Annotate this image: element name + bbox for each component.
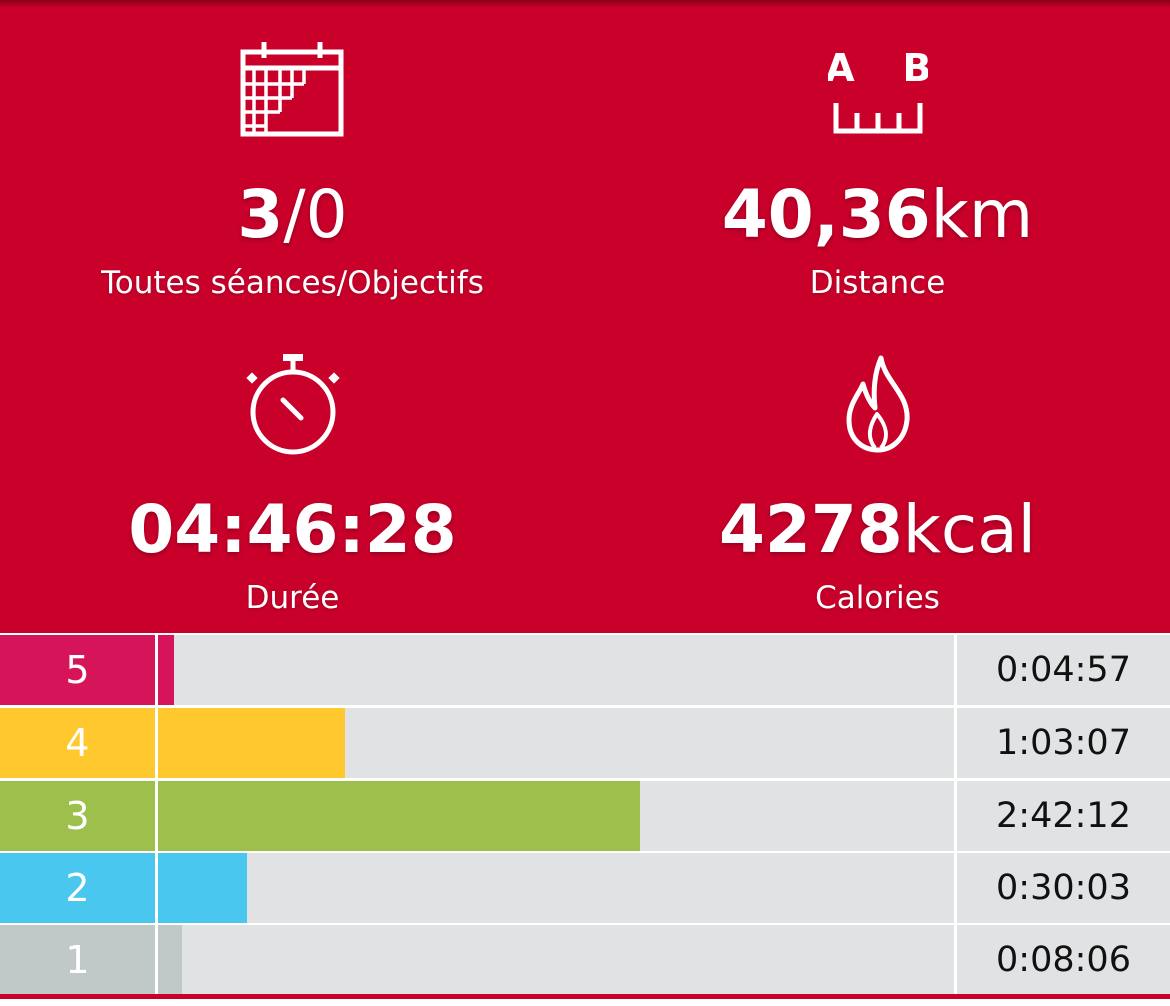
- zone-time: 2:42:12: [957, 781, 1170, 851]
- bottom-accent-line: [0, 994, 1170, 999]
- sessions-count: 3: [237, 176, 284, 253]
- zone-row: 4 1:03:07: [0, 708, 1170, 778]
- zone-bar: [158, 781, 640, 851]
- zone-track: [158, 781, 954, 851]
- distance-unit: km: [930, 176, 1034, 253]
- zone-label: 5: [0, 635, 155, 705]
- zone-time: 0:04:57: [957, 635, 1170, 705]
- summary-panel: 3/0 Toutes séances/Objectifs A B 40,36km…: [0, 0, 1170, 633]
- zone-track: [158, 635, 954, 705]
- calories-label: Calories: [815, 580, 940, 616]
- zone-row: 1 0:08:06: [0, 925, 1170, 995]
- zone-time: 0:30:03: [957, 853, 1170, 923]
- zone-label: 2: [0, 853, 155, 923]
- distance-a-b-icon: A B: [828, 46, 928, 134]
- zone-bar: [158, 708, 345, 778]
- stat-calories: 4278kcal Calories: [585, 310, 1170, 633]
- distance-label: Distance: [809, 265, 946, 301]
- flame-icon: [846, 355, 910, 453]
- sessions-separator: /: [283, 176, 306, 253]
- zone-bar: [158, 925, 182, 995]
- zone-bar: [158, 635, 174, 705]
- stat-sessions: 3/0 Toutes séances/Objectifs: [0, 0, 585, 310]
- zone-label: 4: [0, 708, 155, 778]
- zone-row: 5 0:04:57: [0, 635, 1170, 705]
- distance-value: 40,36km: [585, 180, 1170, 250]
- zone-label: 1: [0, 925, 155, 995]
- duration-number: 04:46:28: [128, 491, 457, 568]
- zone-track: [158, 708, 954, 778]
- sessions-value: 3/0: [0, 180, 585, 250]
- zone-bar: [158, 853, 247, 923]
- calories-value: 4278kcal: [585, 495, 1170, 565]
- zone-track: [158, 853, 954, 923]
- zone-row: 3 2:42:12: [0, 781, 1170, 851]
- zone-label: 3: [0, 781, 155, 851]
- stat-distance: A B 40,36km Distance: [585, 0, 1170, 310]
- duration-value: 04:46:28: [0, 495, 585, 565]
- zone-track: [158, 925, 954, 995]
- calendar-icon: [240, 42, 343, 137]
- sessions-label: Toutes séances/Objectifs: [101, 265, 484, 301]
- sessions-goal: 0: [305, 176, 348, 253]
- zone-time: 0:08:06: [957, 925, 1170, 995]
- distance-icon-a: A: [828, 46, 855, 90]
- distance-number: 40,36: [721, 176, 931, 253]
- calories-number: 4278: [719, 491, 903, 568]
- zone-time: 1:03:07: [957, 708, 1170, 778]
- stopwatch-icon: [245, 354, 340, 455]
- distance-icon-b: B: [902, 46, 927, 90]
- duration-label: Durée: [245, 580, 340, 616]
- calories-unit: kcal: [902, 491, 1036, 568]
- stat-duration: 04:46:28 Durée: [0, 310, 585, 633]
- zone-row: 2 0:30:03: [0, 853, 1170, 923]
- top-shadow: [0, 0, 1170, 8]
